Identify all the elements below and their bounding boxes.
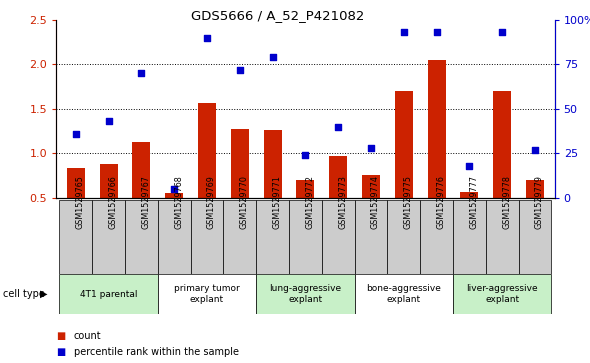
- Bar: [132, 142, 150, 242]
- Point: [300, 152, 310, 158]
- Bar: [67, 168, 85, 242]
- Bar: [92, 200, 125, 274]
- Point: [366, 145, 376, 151]
- Bar: [362, 175, 380, 242]
- Text: GSM1529773: GSM1529773: [338, 175, 347, 229]
- Text: GSM1529769: GSM1529769: [207, 175, 216, 229]
- Point: [268, 54, 277, 60]
- Text: GSM1529775: GSM1529775: [404, 175, 413, 229]
- Bar: [519, 200, 551, 274]
- Point: [169, 186, 179, 192]
- Bar: [387, 200, 420, 274]
- Text: GSM1529770: GSM1529770: [240, 175, 249, 229]
- Bar: [191, 200, 224, 274]
- Text: GSM1529768: GSM1529768: [174, 175, 183, 229]
- Text: GSM1529776: GSM1529776: [437, 175, 445, 229]
- Text: primary tumor
explant: primary tumor explant: [174, 284, 240, 304]
- Bar: [428, 60, 445, 242]
- Text: GSM1529767: GSM1529767: [142, 175, 150, 229]
- Text: ▶: ▶: [40, 289, 48, 299]
- Point: [530, 147, 540, 153]
- Text: cell type: cell type: [3, 289, 45, 299]
- Bar: [158, 274, 256, 314]
- Text: count: count: [74, 331, 101, 341]
- Bar: [289, 200, 322, 274]
- Bar: [526, 180, 544, 242]
- Text: GSM1529774: GSM1529774: [371, 175, 380, 229]
- Point: [104, 118, 113, 124]
- Text: GSM1529772: GSM1529772: [306, 175, 314, 229]
- Bar: [256, 274, 355, 314]
- Text: GSM1529766: GSM1529766: [109, 175, 117, 229]
- Point: [137, 70, 146, 76]
- Bar: [231, 129, 249, 242]
- Text: bone-aggressive
explant: bone-aggressive explant: [366, 284, 441, 304]
- Bar: [453, 274, 551, 314]
- Point: [464, 163, 474, 169]
- Bar: [256, 200, 289, 274]
- Bar: [60, 274, 158, 314]
- Bar: [198, 103, 216, 242]
- Text: ■: ■: [56, 347, 65, 357]
- Text: ■: ■: [56, 331, 65, 341]
- Bar: [296, 180, 314, 242]
- Point: [432, 29, 441, 35]
- Text: GSM1529779: GSM1529779: [535, 175, 544, 229]
- Text: 4T1 parental: 4T1 parental: [80, 290, 137, 298]
- Bar: [60, 200, 92, 274]
- Text: liver-aggressive
explant: liver-aggressive explant: [466, 284, 538, 304]
- Point: [497, 29, 507, 35]
- Bar: [420, 200, 453, 274]
- Bar: [100, 164, 117, 242]
- Point: [399, 29, 408, 35]
- Bar: [453, 200, 486, 274]
- Point: [71, 131, 80, 137]
- Bar: [125, 200, 158, 274]
- Bar: [322, 200, 355, 274]
- Bar: [224, 200, 256, 274]
- Bar: [264, 130, 281, 242]
- Bar: [486, 200, 519, 274]
- Point: [235, 67, 244, 73]
- Point: [202, 35, 212, 41]
- Bar: [355, 274, 453, 314]
- Bar: [165, 193, 183, 242]
- Bar: [158, 200, 191, 274]
- Text: GSM1529778: GSM1529778: [502, 175, 511, 229]
- Text: percentile rank within the sample: percentile rank within the sample: [74, 347, 239, 357]
- Bar: [355, 200, 387, 274]
- Bar: [329, 156, 347, 242]
- Text: lung-aggressive
explant: lung-aggressive explant: [269, 284, 342, 304]
- Text: GDS5666 / A_52_P421082: GDS5666 / A_52_P421082: [191, 9, 364, 22]
- Text: GSM1529771: GSM1529771: [273, 175, 281, 229]
- Point: [333, 124, 343, 130]
- Bar: [395, 91, 413, 242]
- Bar: [493, 91, 511, 242]
- Bar: [460, 192, 478, 242]
- Text: GSM1529765: GSM1529765: [76, 175, 85, 229]
- Text: GSM1529777: GSM1529777: [469, 175, 478, 229]
